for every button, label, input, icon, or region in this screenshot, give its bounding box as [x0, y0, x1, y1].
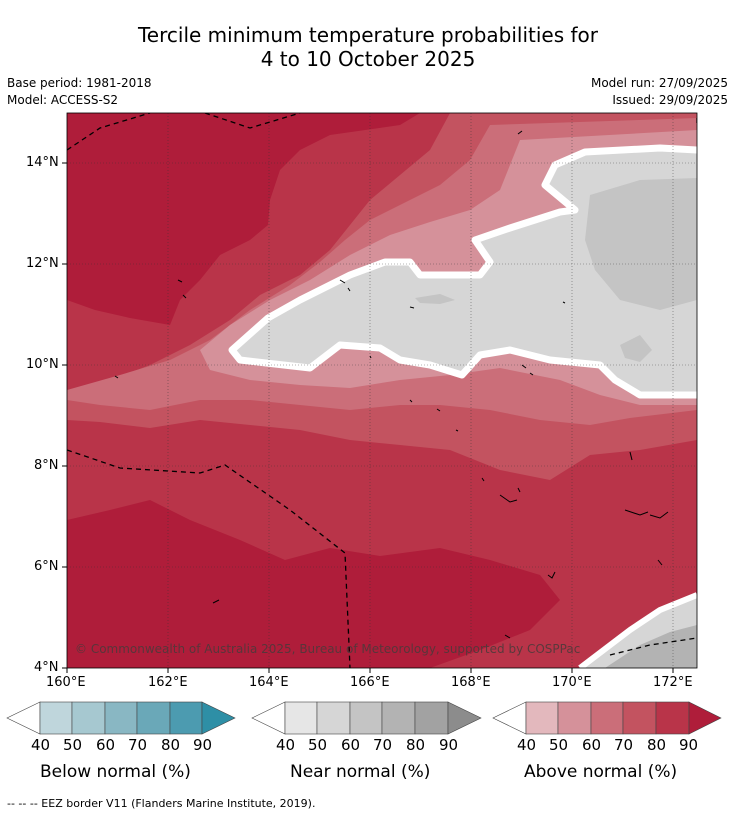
colorbar-near — [251, 701, 482, 735]
colorbar-below — [6, 701, 236, 735]
issued-date: Issued: 29/09/2025 — [612, 93, 728, 107]
near-normal-60-patch-west — [415, 294, 455, 304]
near-normal-region — [232, 148, 697, 395]
above-tick-40: 40 — [517, 736, 537, 754]
below-tick-70: 70 — [128, 736, 148, 754]
above-tick-80: 80 — [647, 736, 667, 754]
lon-label-172e: 172°E — [653, 675, 693, 690]
near-normal-se-70-region — [605, 625, 697, 668]
lon-label-164e: 164°E — [249, 675, 289, 690]
eez-border — [67, 113, 697, 668]
near-normal-60-patch-small — [620, 335, 652, 362]
islands — [114, 130, 669, 639]
below-tick-80: 80 — [161, 736, 181, 754]
above-normal-title: Above normal (%) — [524, 762, 678, 782]
above-tick-70: 70 — [614, 736, 634, 754]
lon-label-160e: 160°E — [46, 675, 86, 690]
above-tick-90: 90 — [679, 736, 699, 754]
lat-label-14n: 14°N — [26, 155, 59, 170]
above-tick-60: 60 — [582, 736, 602, 754]
below-tick-50: 50 — [63, 736, 83, 754]
near-tick-40: 40 — [276, 736, 296, 754]
near-normal-title: Near normal (%) — [290, 762, 431, 782]
lon-label-166e: 166°E — [350, 675, 390, 690]
eez-footnote: -- -- -- EEZ border V11 (Flanders Marine… — [7, 797, 316, 810]
lat-label-8n: 8°N — [34, 458, 59, 473]
lon-label-162e: 162°E — [148, 675, 188, 690]
near-tick-80: 80 — [406, 736, 426, 754]
near-normal-se-boundary — [578, 592, 697, 668]
lon-label-170e: 170°E — [552, 675, 592, 690]
below-tick-90: 90 — [193, 736, 213, 754]
above-90-south-region — [67, 500, 560, 668]
below-tick-60: 60 — [96, 736, 116, 754]
lat-label-12n: 12°N — [26, 256, 59, 271]
near-normal-boundary — [228, 144, 697, 399]
near-normal-60-patch — [585, 178, 697, 310]
near-tick-70: 70 — [373, 736, 393, 754]
model-run: Model run: 27/09/2025 — [590, 76, 728, 90]
map-title-line2: 4 to 10 October 2025 — [260, 47, 476, 71]
near-tick-90: 90 — [439, 736, 459, 754]
near-tick-60: 60 — [341, 736, 361, 754]
lat-label-6n: 6°N — [34, 559, 59, 574]
axis-ticks — [62, 162, 674, 673]
above-tick-50: 50 — [549, 736, 569, 754]
map-frame — [66, 112, 698, 669]
probability-map: © Commonwealth of Australia 2025, Bureau… — [67, 113, 697, 668]
lat-label-10n: 10°N — [26, 357, 59, 372]
lat-label-4n: 4°N — [34, 660, 59, 675]
near-tick-50: 50 — [308, 736, 328, 754]
copyright-text: © Commonwealth of Australia 2025, Bureau… — [75, 642, 580, 656]
base-period: Base period: 1981-2018 — [7, 76, 152, 90]
model-name: Model: ACCESS-S2 — [7, 93, 119, 107]
graticule — [67, 113, 697, 668]
above-90-north-region — [67, 113, 420, 325]
map-title-line1: Tercile minimum temperature probabilitie… — [137, 23, 599, 47]
below-normal-title: Below normal (%) — [40, 762, 191, 782]
colorbar-above — [492, 701, 722, 735]
below-tick-40: 40 — [31, 736, 51, 754]
lon-label-168e: 168°E — [451, 675, 491, 690]
